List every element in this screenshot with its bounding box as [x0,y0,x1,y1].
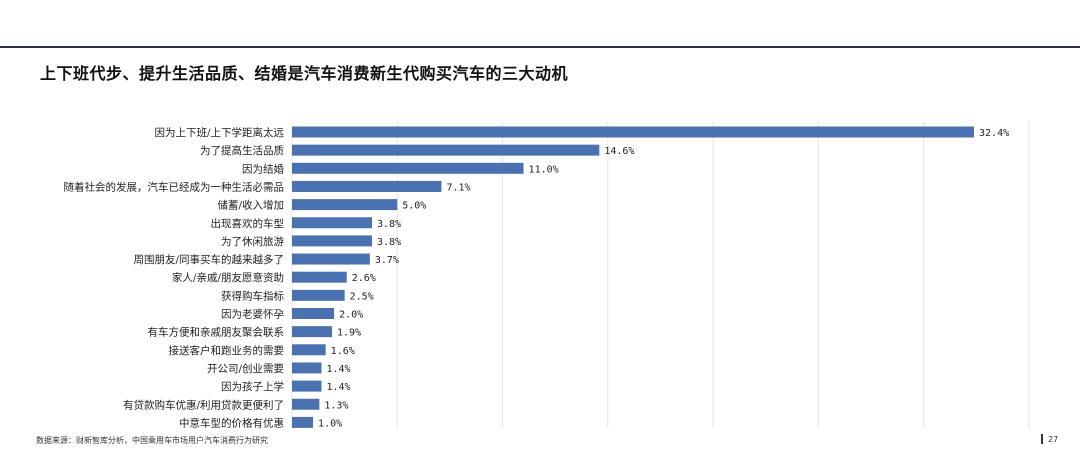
value-label: 3.8% [377,219,401,230]
page-title: 上下班代步、提升生活品质、结婚是汽车消费新生代购买汽车的三大动机 [40,64,569,83]
category-label: 因为结婚 [242,162,284,175]
value-label: 11.0% [529,164,559,175]
bar [292,289,345,301]
category-label: 有贷款购车优惠/利用贷款更便利了 [123,398,284,411]
bar [292,235,372,247]
bar [292,380,322,392]
value-label: 2.5% [350,291,374,302]
value-label: 1.6% [331,346,355,357]
bar [292,326,332,338]
category-label: 获得购车指标 [221,289,284,302]
category-label: 中意车型的价格有优惠 [179,416,284,429]
category-label: 出现喜欢的车型 [211,217,285,230]
category-label: 为了休闲旅游 [221,235,284,248]
category-label: 随着社会的发展，汽车已经成为一种生活必需品 [64,180,285,193]
top-divider [0,46,1080,48]
bar [292,126,975,138]
bar [292,398,320,410]
bar [292,344,326,356]
bar [292,308,335,319]
bar [292,217,372,229]
value-label: 7.1% [446,182,470,193]
value-label: 1.4% [326,364,350,375]
value-label: 1.0% [318,418,342,429]
page-marker [1041,434,1043,444]
category-label: 储蓄/收入增加 [217,199,284,212]
bar [292,199,398,211]
value-label: 2.0% [339,310,363,321]
bar [292,253,370,265]
value-label: 1.4% [326,382,350,393]
category-label: 接送客户和跑业务的需要 [169,344,285,357]
bar [292,180,442,192]
category-label: 有车方便和亲戚朋友聚会联系 [148,326,285,339]
value-label: 1.3% [324,400,348,411]
category-label: 开公司/创业需要 [207,362,284,375]
bar [292,144,600,156]
value-label: 5.0% [402,201,426,212]
value-label: 2.6% [352,273,376,284]
category-label: 周围朋友/同事买车的越来越多了 [133,253,284,266]
bar [292,416,314,428]
value-label: 14.6% [604,146,634,157]
bar [292,362,322,374]
page-number: 27 [1048,435,1059,444]
bar [292,162,524,174]
category-label: 为了提高生活品质 [200,144,284,157]
data-source-note: 数据来源：财新智库分析，中国乘用车市场用户汽车消费行为研究 [36,436,268,445]
category-label: 因为老婆怀孕 [221,308,284,321]
value-label: 3.8% [377,237,401,248]
value-label: 3.7% [375,255,399,266]
category-label: 因为孩子上学 [221,380,284,393]
category-label: 因为上下班/上下学距离太远 [154,126,284,139]
value-label: 32.4% [979,128,1009,139]
value-label: 1.9% [337,328,361,339]
category-label: 家人/亲戚/朋友愿意资助 [172,271,284,284]
bar [292,271,347,283]
